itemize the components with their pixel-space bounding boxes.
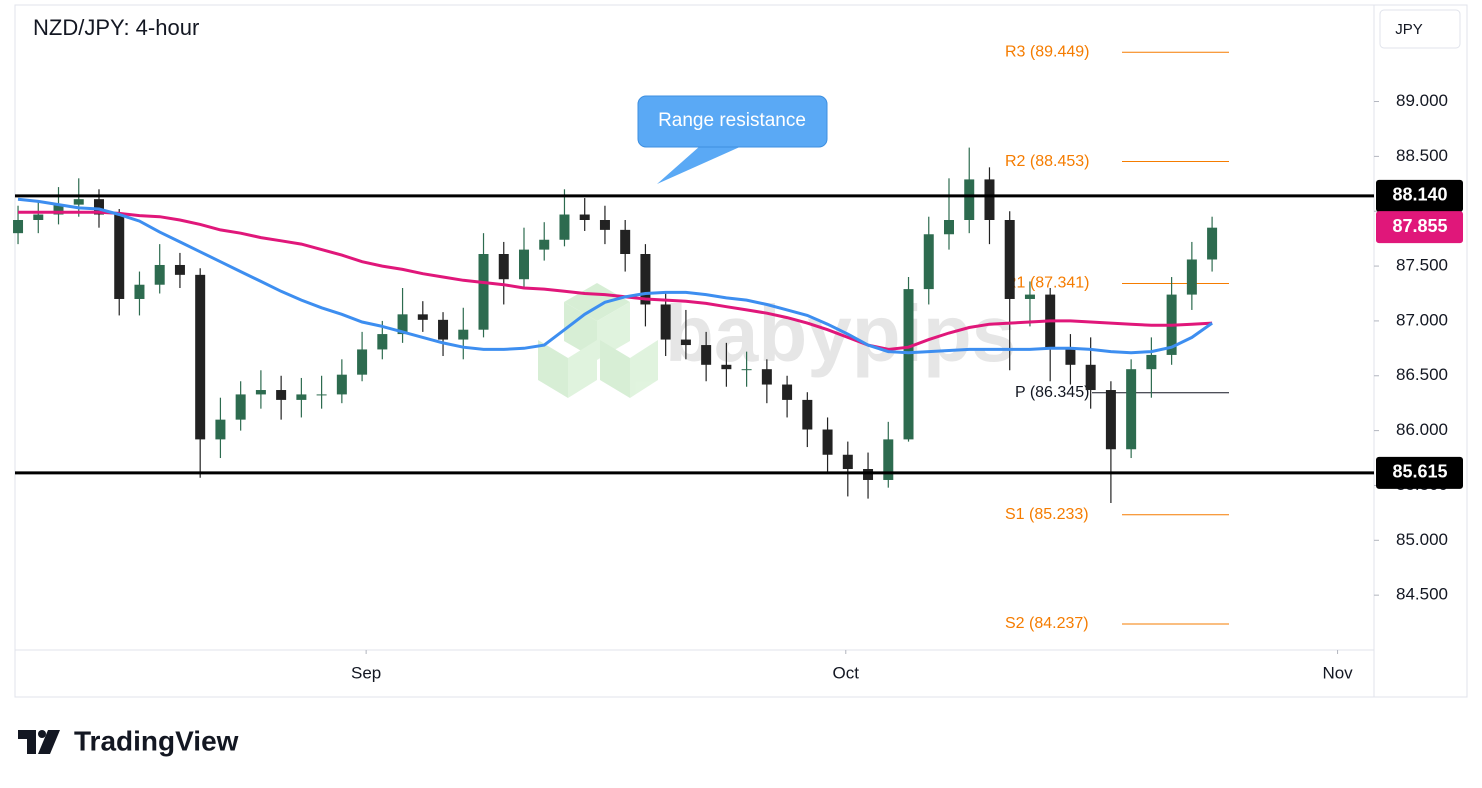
candle-body xyxy=(802,399,813,430)
candle-body xyxy=(863,469,874,480)
candle-body xyxy=(680,339,691,346)
candle-body xyxy=(458,329,469,340)
candle-body xyxy=(518,249,529,280)
candle-body xyxy=(822,429,833,455)
price-tag-label: 88.140 xyxy=(1392,185,1447,205)
candle-body xyxy=(296,394,307,400)
candle-body xyxy=(1126,369,1137,450)
price-tag-label: 85.615 xyxy=(1392,462,1447,482)
candle-body xyxy=(1207,227,1218,260)
x-tick-label: Nov xyxy=(1322,663,1353,682)
watermark: babypips xyxy=(538,283,1016,398)
last-price-tag xyxy=(1376,211,1463,244)
candle-body xyxy=(93,199,104,215)
candle-body xyxy=(842,454,853,470)
pivot-label: S2 (84.237) xyxy=(1005,615,1089,632)
callout-pointer xyxy=(657,146,742,184)
candle-body xyxy=(53,204,64,215)
candle-body xyxy=(397,314,408,335)
candle-body xyxy=(498,254,509,280)
candle-body xyxy=(1065,349,1076,365)
callout-text: Range resistance xyxy=(658,110,806,131)
candle-body xyxy=(134,284,145,299)
price-tag xyxy=(1376,456,1463,489)
candle-body xyxy=(721,364,732,370)
x-tick-label: Sep xyxy=(351,663,381,682)
candle-body xyxy=(73,199,84,205)
callout xyxy=(637,95,828,148)
candle-body xyxy=(741,369,752,371)
candle-body xyxy=(559,214,570,240)
candle-body xyxy=(377,334,388,350)
pivot-label: R1 (87.341) xyxy=(1005,275,1090,292)
candle-body xyxy=(33,214,44,220)
chart-title: NZD/JPY: 4-hour xyxy=(33,15,199,40)
y-tick-label: 85.000 xyxy=(1396,530,1448,549)
candle-body xyxy=(923,234,934,290)
candle-body xyxy=(579,214,590,220)
candle-body xyxy=(438,319,449,340)
candle-body xyxy=(883,439,894,480)
candle-body xyxy=(761,369,772,385)
y-tick-label: 84.500 xyxy=(1396,585,1448,604)
pivot-label: S1 (85.233) xyxy=(1005,506,1089,523)
brand-logo xyxy=(18,730,60,754)
candle-body xyxy=(1186,259,1197,295)
candle-body xyxy=(195,274,206,440)
candle-body xyxy=(701,345,712,365)
y-tick-label: 89.000 xyxy=(1396,91,1448,110)
y-tick-label: 87.500 xyxy=(1396,256,1448,275)
candle-body xyxy=(1024,294,1035,299)
candle-body xyxy=(1085,364,1096,391)
candle-body xyxy=(903,289,914,440)
candle-body xyxy=(336,374,347,395)
candle-body xyxy=(1004,220,1015,299)
pivot-label: P (86.345) xyxy=(1015,384,1089,401)
price-tag xyxy=(1376,179,1463,212)
candle-body xyxy=(255,390,266,395)
candle-body xyxy=(276,390,287,400)
candle-body xyxy=(417,314,428,320)
candle-body xyxy=(357,349,368,375)
candle-body xyxy=(599,220,610,230)
y-tick-label: 86.000 xyxy=(1396,420,1448,439)
candle-body xyxy=(478,254,489,330)
pivot-label: R3 (89.449) xyxy=(1005,43,1090,60)
pivot-label: R2 (88.453) xyxy=(1005,153,1090,170)
candle-body xyxy=(964,179,975,220)
candle-body xyxy=(1146,354,1157,370)
y-tick-label: 87.000 xyxy=(1396,310,1448,329)
moving-average xyxy=(17,197,1213,355)
candle-body xyxy=(660,304,671,340)
candle-body xyxy=(943,220,954,235)
candle-body xyxy=(782,384,793,400)
candle-body xyxy=(640,254,651,305)
brand-name: TradingView xyxy=(74,725,239,756)
candle-body xyxy=(984,179,995,220)
candle-body xyxy=(235,394,246,420)
y-tick-label: 86.500 xyxy=(1396,365,1448,384)
candle-body xyxy=(114,214,125,299)
y-tick-label: 88.500 xyxy=(1396,146,1448,165)
currency-label: JPY xyxy=(1395,21,1423,38)
candle-body xyxy=(1105,390,1116,450)
candle-body xyxy=(154,264,165,285)
candle-body xyxy=(316,394,327,396)
candle-body xyxy=(215,419,226,440)
moving-average xyxy=(18,210,1213,351)
candle-body xyxy=(620,229,631,255)
currency-button[interactable] xyxy=(1379,9,1461,49)
x-tick-label: Oct xyxy=(833,663,860,682)
candle-body xyxy=(539,239,550,250)
last-price-label: 87.855 xyxy=(1392,216,1447,236)
candle-body xyxy=(174,264,185,275)
candle-body xyxy=(13,220,24,234)
